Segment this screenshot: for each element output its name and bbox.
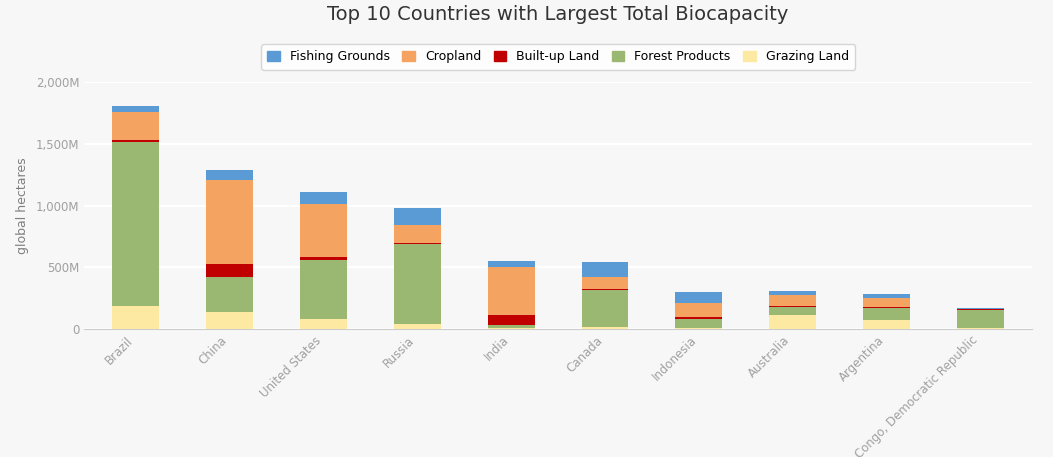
Bar [957, 310, 1004, 329]
Y-axis label: global hectares: global hectares [16, 157, 28, 254]
Bar [957, 309, 1004, 310]
Bar [957, 308, 1004, 309]
Bar [863, 298, 910, 307]
Bar [206, 276, 253, 312]
Title: Top 10 Countries with Largest Total Biocapacity: Top 10 Countries with Largest Total Bioc… [327, 5, 789, 24]
Bar [581, 276, 629, 289]
Bar [206, 264, 253, 276]
Bar [113, 142, 159, 306]
Bar [113, 306, 159, 329]
Bar [394, 324, 441, 329]
Bar [206, 170, 253, 181]
Bar [675, 303, 722, 317]
Bar [581, 262, 629, 276]
Bar [769, 307, 816, 315]
Bar [488, 267, 535, 315]
Bar [394, 244, 441, 324]
Bar [863, 294, 910, 298]
Bar [581, 327, 629, 329]
Bar [300, 319, 347, 329]
Bar [769, 315, 816, 329]
Bar [300, 192, 347, 204]
Bar [300, 204, 347, 257]
Bar [769, 306, 816, 307]
Bar [675, 319, 722, 328]
Bar [394, 207, 441, 225]
Bar [581, 289, 629, 290]
Bar [863, 307, 910, 308]
Bar [863, 320, 910, 329]
Bar [113, 112, 159, 140]
Bar [113, 106, 159, 112]
Bar [675, 317, 722, 319]
Bar [113, 140, 159, 142]
Bar [206, 312, 253, 329]
Bar [863, 308, 910, 320]
Bar [394, 243, 441, 244]
Legend: Fishing Grounds, Cropland, Built-up Land, Forest Products, Grazing Land: Fishing Grounds, Cropland, Built-up Land… [261, 44, 855, 69]
Bar [394, 225, 441, 243]
Bar [769, 295, 816, 306]
Bar [675, 328, 722, 329]
Bar [300, 260, 347, 319]
Bar [206, 181, 253, 264]
Bar [581, 290, 629, 327]
Bar [488, 325, 535, 329]
Bar [769, 292, 816, 295]
Bar [488, 260, 535, 267]
Bar [300, 257, 347, 260]
Bar [675, 292, 722, 303]
Bar [488, 315, 535, 325]
